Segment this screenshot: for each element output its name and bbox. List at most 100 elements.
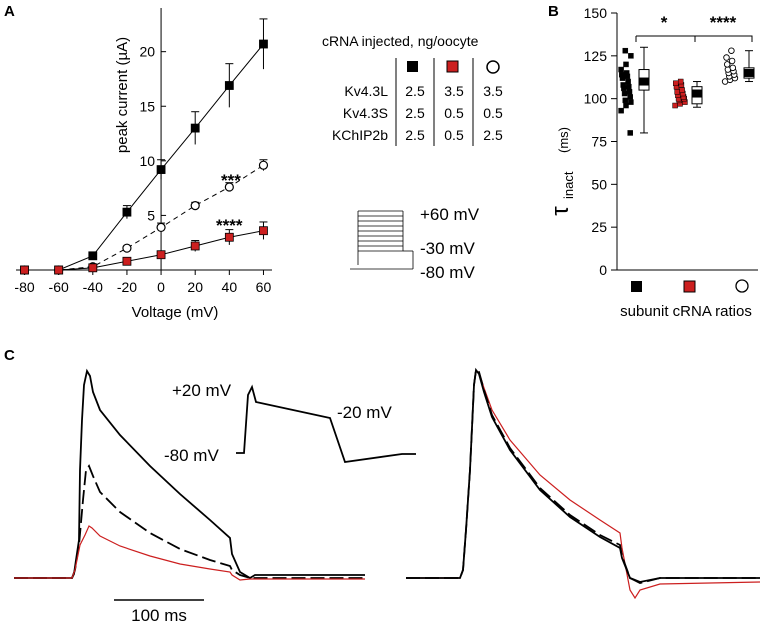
header-black-square [407, 61, 418, 72]
scatter-point [625, 78, 631, 85]
row-value: 3.5 [444, 83, 464, 99]
scatter-point [626, 83, 632, 90]
protocol-a-bottom-label: -80 mV [420, 263, 475, 282]
group-marker-open [735, 279, 749, 293]
panel-a-chart: -80 -60 -40 -20 0 20 40 60 5 10 15 20 peak current … [14, 8, 272, 321]
series-line-0 [24, 43, 264, 271]
x-tick-label: -60 [49, 279, 69, 295]
data-point [156, 250, 166, 260]
panel-a-annotation-2: **** [216, 216, 243, 235]
scatter-point [627, 94, 633, 100]
trace-black-dashed [14, 464, 365, 579]
tau-unit: (ms) [556, 127, 571, 153]
row-value: 0.5 [444, 105, 464, 121]
b-y-tick-label: 0 [599, 262, 607, 278]
panel-a-axes: -80 -60 -40 -20 0 20 40 60 5 10 15 20 [14, 8, 272, 295]
scatter-point [623, 102, 629, 109]
panel-a-annotation-1: *** [221, 171, 241, 190]
protocol-a-steps [350, 210, 414, 270]
scatter-point [673, 80, 679, 86]
data-point [259, 39, 268, 49]
data-point [156, 165, 166, 174]
protocol-c-mid-label: -20 mV [337, 403, 392, 422]
row-value: 2.5 [405, 105, 425, 121]
box-median-marker [639, 77, 649, 86]
header-open-circle [486, 60, 500, 74]
row-label: Kv4.3L [344, 83, 388, 99]
scatter-point [672, 102, 678, 109]
scatter-point [622, 47, 629, 54]
scatter-point [628, 53, 634, 59]
significance-2: **** [710, 13, 737, 32]
group-marker-red [683, 280, 696, 293]
x-tick-label: -80 [14, 279, 34, 295]
scatter-point [620, 82, 626, 88]
scatter-point [619, 71, 625, 78]
data-point [20, 265, 29, 275]
panel-b-ylabel: τ inact (ms) [547, 127, 576, 216]
b-y-tick-label: 150 [584, 5, 608, 21]
scatter-point [627, 130, 633, 136]
x-tick-label: 0 [157, 279, 165, 295]
protocol-a-diagram: +60 mV -30 mV -80 mV [350, 205, 480, 282]
scatter-point [674, 89, 680, 95]
table-row: Kv4.3S 2.5 0.5 0.5 [343, 105, 503, 121]
scatter-point [621, 90, 628, 97]
table-row: Kv4.3L 2.5 3.5 3.5 [344, 83, 503, 99]
protocol-c-high-label: +20 mV [172, 381, 232, 400]
panel-b-points [618, 46, 755, 136]
data-point [122, 207, 132, 217]
scatter-point [618, 107, 624, 114]
significance-bracket [694, 35, 753, 42]
box-median-marker [692, 89, 702, 98]
data-point [190, 123, 200, 133]
data-point [224, 81, 234, 90]
trace-red [14, 525, 365, 581]
trace-black-solid [14, 368, 365, 580]
data-point [224, 182, 234, 192]
x-tick-label: 40 [222, 279, 238, 295]
scatter-point [728, 57, 736, 65]
data-point [258, 160, 269, 170]
y-tick-label: 15 [139, 98, 155, 114]
x-tick-label: -20 [117, 279, 137, 295]
protocol-c-diagram: +20 mV -20 mV -80 mV [164, 381, 416, 465]
panel-c-right-traces [406, 367, 761, 600]
series-line-2 [24, 230, 264, 271]
scatter-point [618, 66, 624, 73]
data-point [224, 232, 234, 242]
row-value: 2.5 [405, 83, 425, 99]
scatter-point [679, 87, 685, 93]
x-tick-label: 20 [187, 279, 203, 295]
row-label: KChIP2b [332, 127, 388, 143]
b-y-tick-label: 25 [591, 219, 607, 235]
box-median-marker [744, 68, 754, 77]
row-label: Kv4.3S [343, 105, 388, 121]
b-y-tick-label: 100 [584, 91, 608, 107]
tau-symbol: τ [547, 206, 574, 216]
panel-a-series [19, 18, 269, 275]
b-y-tick-label: 125 [584, 48, 608, 64]
x-tick-label: -40 [83, 279, 103, 295]
scatter-point [626, 89, 633, 95]
x-tick-label: 60 [256, 279, 272, 295]
y-tick-label: 10 [139, 153, 155, 169]
scatter-point [729, 64, 737, 72]
significance-bracket [635, 35, 696, 42]
scatter-point [628, 99, 634, 105]
panel-a-ylabel: peak current (µA) [114, 37, 131, 153]
data-point [156, 222, 166, 233]
data-point [54, 265, 64, 275]
protocol-c-waveform [236, 384, 416, 463]
row-value: 0.5 [444, 127, 464, 143]
panel-b-label: B [548, 3, 559, 20]
protocol-c-low-label: -80 mV [164, 446, 219, 465]
trace-black-dashed [406, 368, 760, 584]
header-red-square [446, 60, 459, 73]
data-point [190, 200, 200, 211]
y-tick-label: 20 [139, 44, 155, 60]
scatter-point [723, 61, 731, 68]
data-point [122, 256, 132, 266]
scatter-point [677, 78, 684, 85]
